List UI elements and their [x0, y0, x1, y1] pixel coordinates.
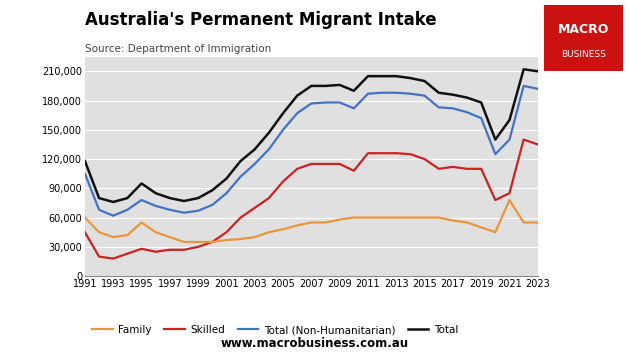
Text: Australia's Permanent Migrant Intake: Australia's Permanent Migrant Intake — [85, 11, 437, 29]
Text: MACRO: MACRO — [558, 23, 609, 36]
Legend: Family, Skilled, Total (Non-Humanitarian), Total: Family, Skilled, Total (Non-Humanitarian… — [88, 321, 462, 339]
Text: Source: Department of Immigration: Source: Department of Immigration — [85, 44, 271, 54]
Text: www.macrobusiness.com.au: www.macrobusiness.com.au — [220, 337, 409, 350]
Text: BUSINESS: BUSINESS — [561, 50, 606, 59]
